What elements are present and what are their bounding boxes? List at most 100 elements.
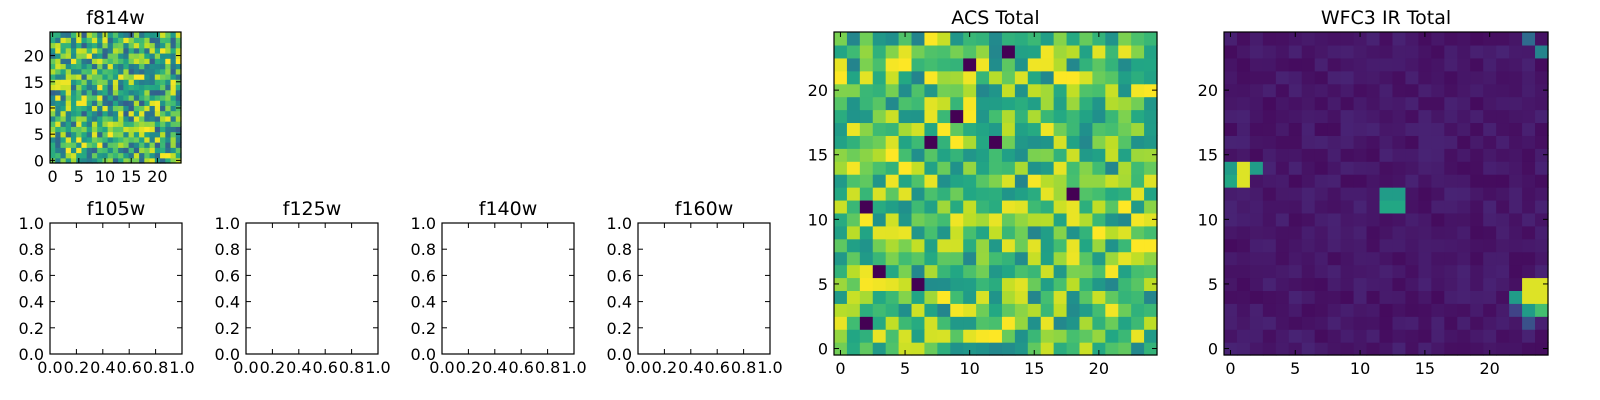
heatmap-cell xyxy=(86,68,93,75)
heatmap-cell xyxy=(97,37,103,44)
heatmap-cell xyxy=(1431,57,1445,72)
heatmap-cell xyxy=(937,57,951,72)
heatmap-cell xyxy=(1470,316,1484,330)
heatmap-cell xyxy=(175,147,182,154)
heatmap-cell xyxy=(1457,96,1471,111)
heatmap-cell xyxy=(885,135,900,149)
heatmap-cell xyxy=(128,68,135,75)
heatmap-cell xyxy=(1262,44,1277,59)
heatmap-cell xyxy=(1483,174,1497,188)
heatmap-cell xyxy=(1079,135,1093,149)
heatmap-cell xyxy=(1249,135,1264,149)
heatmap-cell xyxy=(846,290,861,304)
heatmap-cell xyxy=(144,94,151,101)
x-tick-label: 20 xyxy=(147,167,167,186)
heatmap-cell xyxy=(1014,329,1029,343)
heatmap-cell xyxy=(859,329,874,343)
heatmap-cell xyxy=(149,68,156,75)
heatmap-cell xyxy=(1340,187,1355,201)
heatmap-cell xyxy=(1001,57,1016,72)
heatmap-cell xyxy=(1353,122,1368,136)
wfc3-ir-total-heatmap xyxy=(1224,32,1549,356)
heatmap-cell xyxy=(154,58,161,65)
heatmap-cell xyxy=(859,109,874,124)
heatmap-cell xyxy=(937,96,951,111)
heatmap-cell xyxy=(1249,122,1264,136)
heatmap-cell xyxy=(1027,161,1042,175)
heatmap-cell xyxy=(1496,83,1510,98)
heatmap-cell xyxy=(1118,316,1132,330)
heatmap-cell xyxy=(86,42,93,49)
heatmap-cell xyxy=(1301,238,1316,253)
heatmap-cell xyxy=(160,52,166,59)
y-tick-label: 0.4 xyxy=(215,293,240,312)
heatmap-cell xyxy=(1118,122,1132,136)
heatmap-cell xyxy=(885,342,900,356)
heatmap-cell xyxy=(76,63,83,70)
heatmap-cell xyxy=(963,187,977,201)
heatmap-cell xyxy=(1392,329,1407,343)
heatmap-cell xyxy=(859,83,874,98)
heatmap-cell xyxy=(1144,174,1158,188)
heatmap-cell xyxy=(963,161,977,175)
heatmap-cell xyxy=(144,42,151,49)
heatmap-cell xyxy=(1236,109,1251,124)
heatmap-cell xyxy=(1522,109,1536,124)
heatmap-cell xyxy=(112,73,119,80)
heatmap-cell xyxy=(1314,238,1329,253)
heatmap-cell xyxy=(91,84,98,91)
heatmap-cell xyxy=(1275,199,1290,214)
heatmap-cell xyxy=(1470,212,1484,227)
heatmap-cell xyxy=(1040,238,1055,253)
heatmap-cell xyxy=(170,126,177,133)
heatmap-cell xyxy=(70,58,77,65)
heatmap-cell xyxy=(154,42,161,49)
heatmap-cell xyxy=(123,110,130,117)
heatmap-cell xyxy=(1144,329,1158,343)
heatmap-cell xyxy=(1275,57,1290,72)
heatmap-cell xyxy=(128,73,135,80)
heatmap-cell xyxy=(950,316,964,330)
heatmap-cell xyxy=(1431,70,1445,85)
heatmap-cell xyxy=(139,68,145,75)
x-tick-label: 0.6 xyxy=(508,358,533,377)
heatmap-cell xyxy=(81,152,88,159)
heatmap-cell xyxy=(1444,212,1458,227)
heatmap-cell xyxy=(165,58,172,65)
heatmap-cell xyxy=(50,152,56,159)
heatmap-cell xyxy=(144,73,151,80)
heatmap-cell xyxy=(76,84,83,91)
heatmap-cell xyxy=(1105,122,1119,136)
heatmap-cell xyxy=(144,152,151,159)
heatmap-cell xyxy=(91,115,98,122)
heatmap-cell xyxy=(97,147,103,154)
heatmap-cell xyxy=(1288,57,1303,72)
heatmap-cell xyxy=(86,142,93,148)
heatmap-cell xyxy=(144,131,151,138)
heatmap-cell xyxy=(1340,329,1355,343)
heatmap-cell xyxy=(846,135,861,149)
heatmap-cell xyxy=(107,58,114,65)
heatmap-cell xyxy=(1105,96,1119,111)
heatmap-cell xyxy=(1444,187,1458,201)
heatmap-cell xyxy=(898,290,913,304)
heatmap-cell xyxy=(1379,277,1394,291)
heatmap-cell xyxy=(976,148,990,162)
heatmap-cell xyxy=(1079,290,1093,304)
heatmap-cell xyxy=(86,52,93,59)
heatmap-cell xyxy=(55,79,62,85)
heatmap-cell xyxy=(1496,70,1510,85)
heatmap-cell xyxy=(1131,212,1145,227)
heatmap-cell xyxy=(97,152,103,159)
heatmap-cell xyxy=(1066,187,1081,201)
heatmap-cell xyxy=(1040,342,1055,356)
heatmap-cell xyxy=(50,84,56,91)
heatmap-cell xyxy=(1092,83,1106,98)
heatmap-cell xyxy=(112,115,119,122)
heatmap-cell xyxy=(911,161,926,175)
heatmap-cell xyxy=(1457,238,1471,253)
heatmap-cell xyxy=(1340,303,1355,317)
y-tick-label: 0.6 xyxy=(19,266,44,285)
heatmap-cell xyxy=(1092,225,1106,240)
heatmap-cell xyxy=(1314,251,1329,266)
